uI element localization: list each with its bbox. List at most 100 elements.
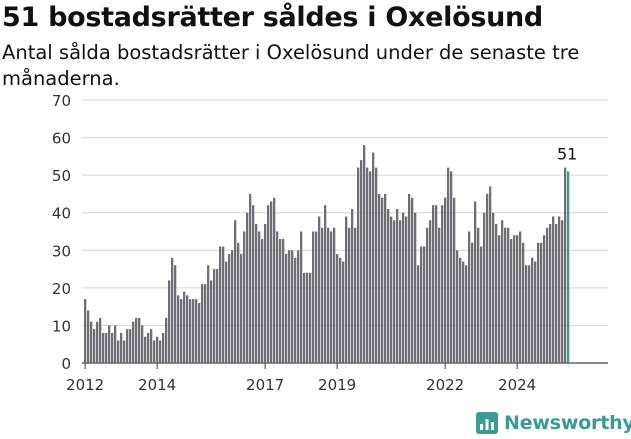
bar	[231, 250, 234, 363]
bar	[537, 242, 540, 363]
bar	[480, 246, 483, 363]
bar	[288, 250, 291, 363]
bar	[213, 269, 216, 363]
bar	[255, 223, 258, 363]
bar	[234, 220, 237, 363]
bar	[369, 171, 372, 363]
bar	[405, 216, 408, 363]
bar	[375, 167, 378, 363]
bar	[492, 212, 495, 363]
bar	[285, 254, 288, 363]
bar	[222, 246, 225, 363]
bar	[171, 257, 174, 363]
y-tick-label: 0	[61, 355, 71, 373]
bar	[336, 254, 339, 363]
bar	[261, 239, 264, 363]
bar	[138, 317, 141, 363]
bar	[528, 265, 531, 363]
bar	[123, 340, 126, 363]
bar	[357, 167, 360, 363]
bar	[393, 220, 396, 363]
bar	[327, 227, 330, 363]
bar	[345, 216, 348, 363]
chart-title: 51 bostadsrätter såldes i Oxelösund	[2, 2, 543, 33]
bar	[87, 310, 90, 363]
bar	[330, 231, 333, 363]
bar	[534, 261, 537, 363]
bar	[414, 212, 417, 363]
bar	[195, 299, 198, 363]
bar	[558, 216, 561, 363]
bar	[270, 201, 273, 363]
bar	[360, 160, 363, 363]
bar	[165, 317, 168, 363]
bar	[306, 272, 309, 363]
bar	[468, 231, 471, 363]
y-tick-label: 10	[52, 317, 71, 335]
bar	[354, 227, 357, 363]
bar	[519, 231, 522, 363]
newsworthy-logo: Newsworthy	[476, 408, 631, 438]
bar	[417, 265, 420, 363]
bar	[366, 167, 369, 363]
bar	[264, 223, 267, 363]
bar	[372, 152, 375, 363]
bar	[207, 265, 210, 363]
bar	[450, 171, 453, 363]
bar	[117, 340, 120, 363]
y-tick-label: 60	[52, 130, 71, 148]
bar	[144, 336, 147, 363]
bar	[168, 280, 171, 363]
bar	[180, 299, 183, 363]
bar	[240, 254, 243, 363]
bar	[150, 329, 153, 363]
bar	[387, 208, 390, 363]
bar	[438, 227, 441, 363]
bar	[474, 201, 477, 363]
bar	[441, 205, 444, 363]
y-tick-label: 50	[52, 167, 71, 185]
bar	[525, 265, 528, 363]
bar	[351, 208, 354, 363]
x-tick-label: 2024	[498, 376, 536, 394]
bar	[486, 193, 489, 363]
bar	[543, 235, 546, 363]
x-tick-label: 2014	[138, 376, 176, 394]
bar	[249, 193, 252, 363]
bar	[96, 321, 99, 363]
bar	[411, 197, 414, 363]
bar	[555, 223, 558, 363]
bar	[267, 205, 270, 363]
last-value-annotation: 51	[557, 144, 577, 163]
bar	[141, 325, 144, 363]
bar	[216, 269, 219, 363]
bar	[495, 223, 498, 363]
bar	[504, 227, 507, 363]
bar	[309, 272, 312, 363]
bar	[456, 250, 459, 363]
bar	[339, 257, 342, 363]
bar	[291, 250, 294, 363]
x-tick-label: 2019	[318, 376, 356, 394]
bar	[531, 257, 534, 363]
bar	[174, 265, 177, 363]
bar	[447, 167, 450, 363]
bar	[258, 231, 261, 363]
y-tick-label: 70	[52, 92, 71, 110]
bar	[129, 329, 132, 363]
bar	[402, 212, 405, 363]
bar	[90, 321, 93, 363]
bar	[390, 216, 393, 363]
y-tick-label: 20	[52, 280, 71, 298]
bar	[120, 332, 123, 363]
bar	[237, 242, 240, 363]
bar	[303, 272, 306, 363]
bar	[471, 242, 474, 363]
bar	[252, 205, 255, 363]
bar	[384, 193, 387, 363]
bar	[516, 235, 519, 363]
bar	[378, 193, 381, 363]
bar	[153, 340, 156, 363]
bar	[363, 145, 366, 363]
bar	[453, 197, 456, 363]
